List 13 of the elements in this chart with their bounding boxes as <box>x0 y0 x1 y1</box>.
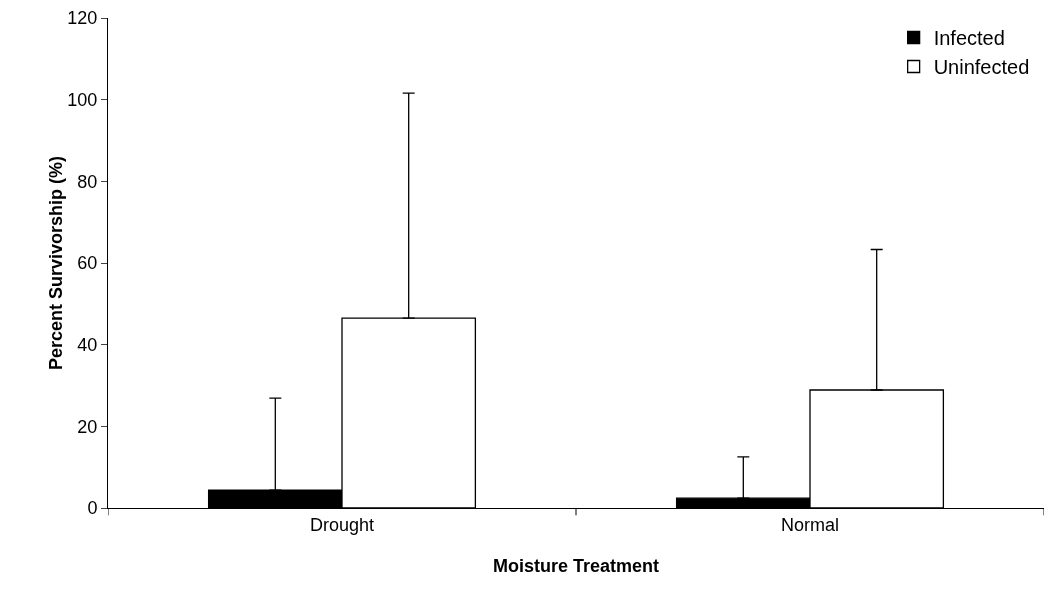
y-tick-label: 120 <box>67 8 98 29</box>
y-tick-label: 100 <box>67 89 98 110</box>
x-tick-label: Drought <box>309 514 375 535</box>
x-tick-label: Normal <box>780 514 840 535</box>
x-axis-title: Moisture Treatment <box>492 556 660 576</box>
y-tick-label: 0 <box>87 498 98 519</box>
y-tick-label: 60 <box>77 253 98 274</box>
y-axis-title: Percent Survivorship (%) <box>46 155 66 371</box>
y-tick-label: 80 <box>77 171 98 192</box>
y-tick-label: 20 <box>77 416 98 437</box>
legend-label: Uninfected <box>933 56 1030 79</box>
y-tick-label: 40 <box>77 334 98 355</box>
legend-label: Infected <box>933 27 1005 50</box>
